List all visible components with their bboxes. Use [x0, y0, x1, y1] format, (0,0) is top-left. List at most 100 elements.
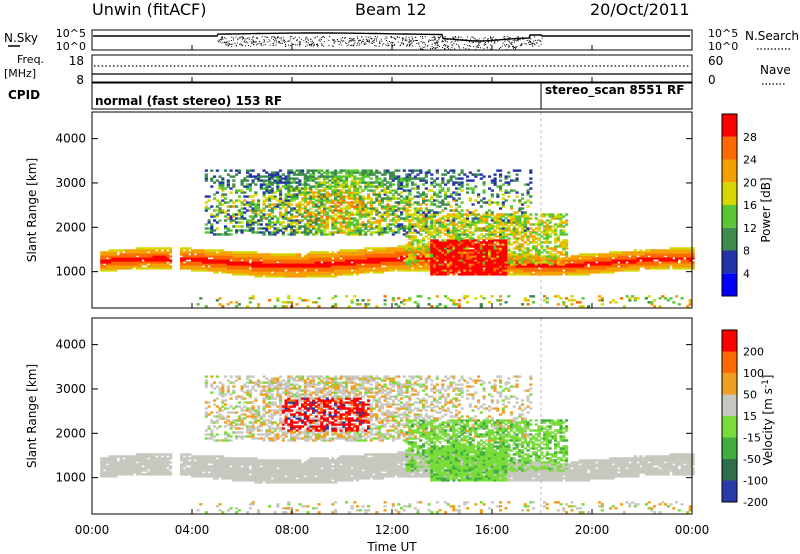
- power-cell: [460, 267, 464, 270]
- power-cell: [345, 225, 349, 228]
- power-cell: [254, 211, 258, 214]
- power-cell: [501, 237, 505, 240]
- noise-point: [242, 45, 244, 47]
- power-cell: [265, 171, 269, 174]
- noise-point: [450, 48, 452, 50]
- power-cell: [510, 221, 514, 224]
- power-cell: [221, 187, 225, 190]
- noise-point: [283, 39, 285, 41]
- power-cell: [474, 259, 478, 262]
- power-cell: [446, 219, 450, 222]
- power-cell: [279, 215, 283, 218]
- power-cell: [427, 257, 431, 260]
- power-cell: [254, 213, 258, 216]
- power-cell: [499, 219, 503, 222]
- power-cell: [518, 243, 522, 246]
- power-cell: [521, 227, 525, 230]
- power-cell: [155, 267, 159, 270]
- power-cell: [455, 187, 459, 190]
- power-cell: [430, 177, 434, 180]
- noise-point: [435, 41, 437, 43]
- noise-point: [405, 38, 407, 40]
- noise-point: [517, 40, 519, 42]
- noise-point: [349, 40, 351, 42]
- power-cell: [416, 263, 420, 266]
- power-cell: [422, 247, 426, 250]
- power-cell: [444, 271, 448, 274]
- power-cell: [367, 193, 371, 196]
- noise-panel: N.Sky 10^5 10^0 10^5 10^0 N.Search: [4, 27, 799, 53]
- power-cell: [488, 239, 492, 242]
- noise-point: [457, 37, 459, 39]
- power-cell: [496, 269, 500, 272]
- power-cell: [515, 217, 519, 220]
- noise-point: [231, 36, 233, 38]
- power-cell: [482, 255, 486, 258]
- power-cell: [345, 273, 349, 276]
- power-cell: [235, 267, 239, 270]
- power-cell: [314, 223, 318, 226]
- power-cell: [411, 263, 415, 266]
- power-cell: [430, 265, 434, 268]
- power-cell: [400, 201, 404, 204]
- power-cell: [507, 241, 511, 244]
- power-cell: [191, 251, 195, 254]
- noise-point: [509, 45, 511, 47]
- noise-point: [373, 39, 375, 41]
- noise-point: [245, 45, 247, 47]
- noise-point: [475, 41, 477, 43]
- power-cell: [317, 305, 321, 308]
- power-cell: [290, 255, 294, 258]
- power-cell: [402, 177, 406, 180]
- power-cell: [446, 231, 450, 234]
- power-cell: [268, 265, 272, 268]
- power-cell: [356, 229, 360, 232]
- power-cell: [127, 255, 131, 258]
- power-cell: [413, 223, 417, 226]
- noise-point: [453, 39, 455, 41]
- power-cell: [427, 233, 431, 236]
- power-cell: [515, 271, 519, 274]
- power-cell: [521, 235, 525, 238]
- power-cell: [138, 261, 142, 264]
- power-cell: [361, 171, 365, 174]
- power-cell: [452, 197, 456, 200]
- power-cell: [427, 249, 431, 252]
- power-cell: [232, 273, 236, 276]
- power-cell: [504, 273, 508, 276]
- noise-point: [477, 46, 479, 48]
- power-cell: [180, 257, 184, 260]
- noise-point: [511, 43, 513, 45]
- power-cell: [507, 261, 511, 264]
- noise-point: [332, 38, 334, 40]
- power-cell: [265, 185, 269, 188]
- power-cell: [449, 259, 453, 262]
- power-cell: [306, 197, 310, 200]
- power-cell: [317, 263, 321, 266]
- power-cell: [350, 255, 354, 258]
- power-cell: [378, 191, 382, 194]
- noise-point: [255, 37, 257, 39]
- noise-point: [406, 39, 408, 41]
- power-cell: [424, 215, 428, 218]
- power-cell: [408, 237, 412, 240]
- power-cell: [424, 195, 428, 198]
- power-cell: [284, 209, 288, 212]
- power-cell: [457, 213, 461, 216]
- power-cell: [314, 183, 318, 186]
- power-cell: [383, 247, 387, 250]
- power-cell: [364, 225, 368, 228]
- power-cell: [405, 199, 409, 202]
- power-cell: [149, 247, 153, 250]
- power-cell: [383, 205, 387, 208]
- power-cell: [510, 205, 514, 208]
- power-cell: [449, 271, 453, 274]
- power-cell: [518, 249, 522, 252]
- power-cell: [488, 247, 492, 250]
- power-cell: [356, 271, 360, 274]
- power-cell: [391, 297, 395, 300]
- power-cell: [493, 229, 497, 232]
- power-cell: [303, 183, 307, 186]
- power-cell: [130, 265, 134, 268]
- power-cell: [270, 217, 274, 220]
